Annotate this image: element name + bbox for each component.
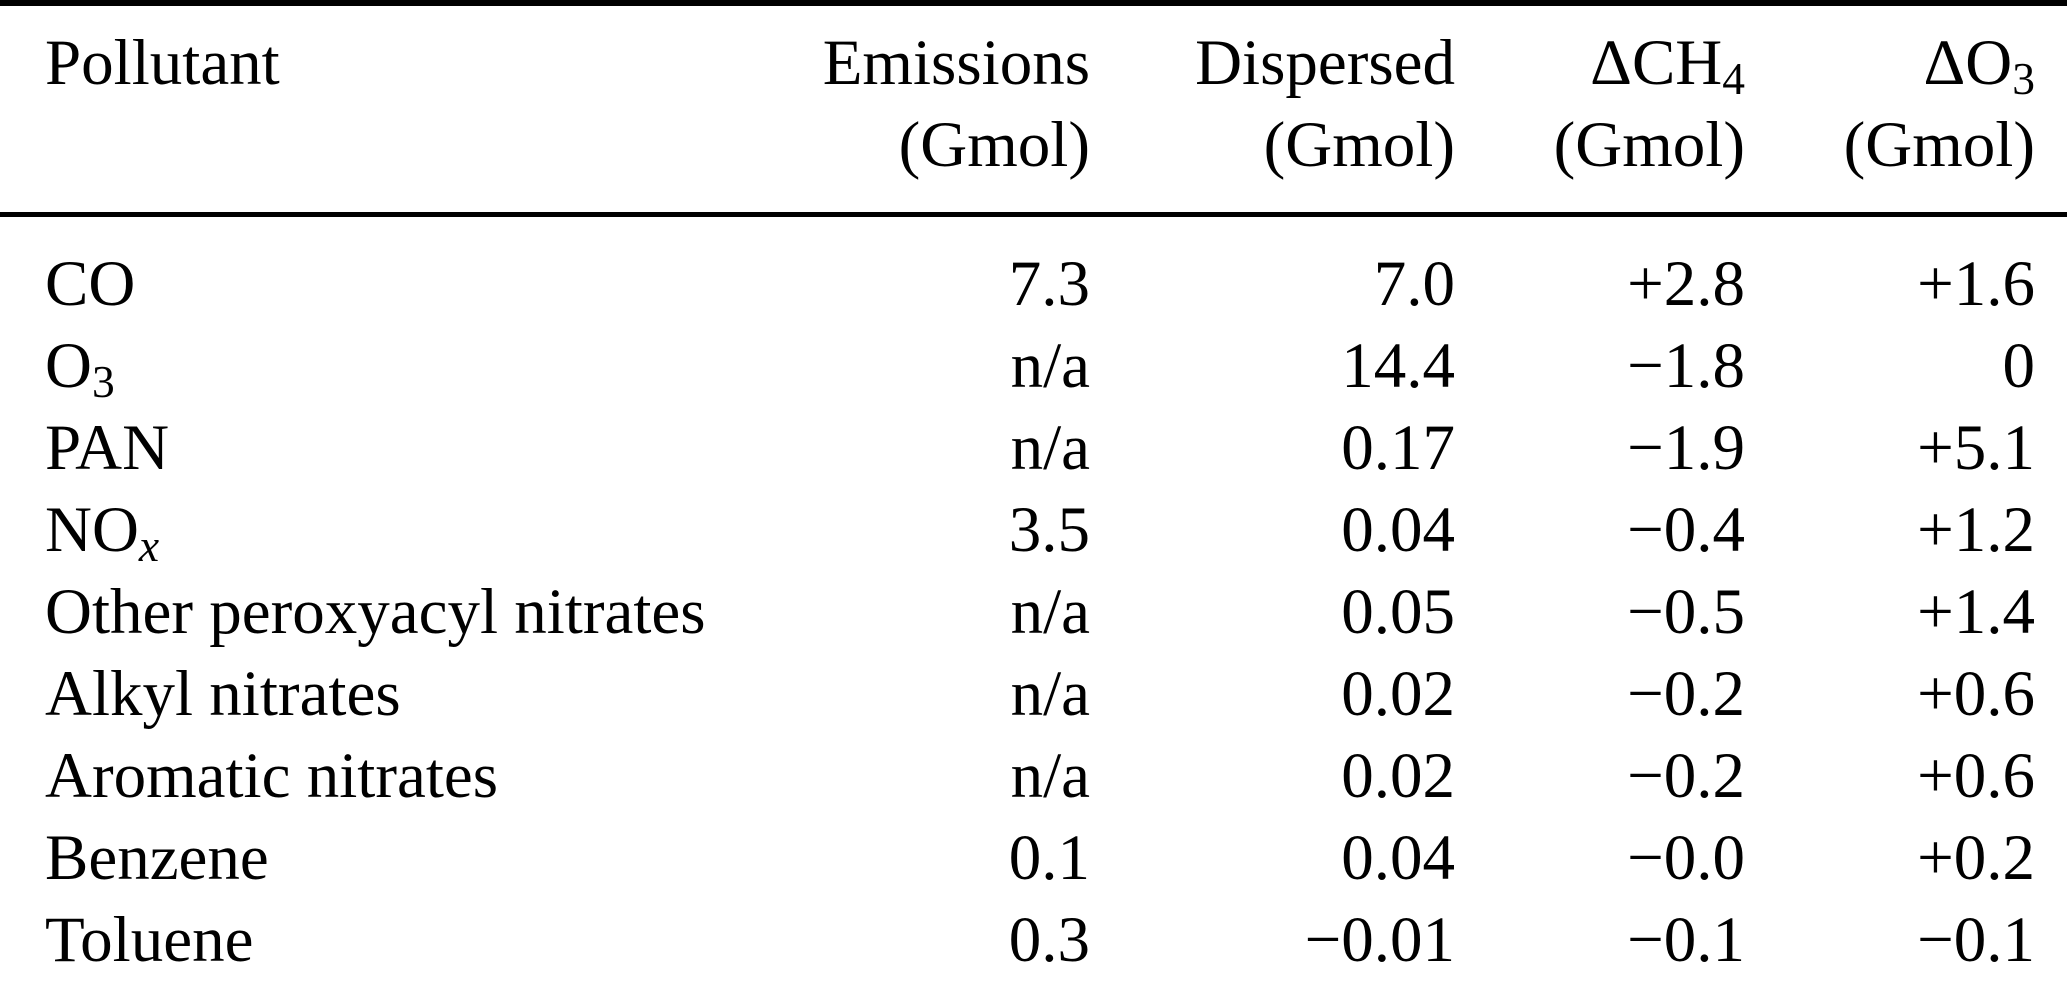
cell-delta-ch4: −0.4 <box>1627 494 1745 566</box>
table-row-co: CO 7.3 7.0 +2.8 +1.6 <box>0 215 2067 326</box>
pollutant-name: NOx <box>45 494 160 571</box>
subscript: 3 <box>2012 53 2035 104</box>
column-unit-dispersed: (Gmol) <box>1090 104 1455 217</box>
cell-delta-ch4: −1.9 <box>1627 412 1745 484</box>
cell-emissions: n/a <box>1010 330 1090 402</box>
column-header-delta-ch4: ΔCH4 <box>1590 27 1745 104</box>
cell-delta-ch4: −0.2 <box>1627 740 1745 812</box>
cell-delta-o3: +1.6 <box>1917 248 2035 320</box>
cell-delta-ch4: −0.5 <box>1627 576 1745 648</box>
header-unit-row: (Gmol) (Gmol) (Gmol) (Gmol) <box>0 104 2067 217</box>
table-row-other-peroxyacyl-nitrates: Other peroxyacyl nitrates n/a 0.05 −0.5 +1.4 <box>0 571 2067 653</box>
pollutant-name: Toluene <box>45 904 254 976</box>
cell-dispersed: 7.0 <box>1373 248 1455 320</box>
column-header-delta-o3: ΔO3 <box>1923 27 2036 104</box>
cell-emissions: n/a <box>1010 412 1090 484</box>
table-row-aromatic-nitrates: Aromatic nitrates n/a 0.02 −0.2 +0.6 <box>0 735 2067 817</box>
table-body: CO 7.3 7.0 +2.8 +1.6 O3 n/a 14.4 −1.8 0 PAN n/a 0.17… <box>0 215 2067 996</box>
cell-dispersed: 0.04 <box>1341 494 1455 566</box>
header-label-row: Pollutant Emissions Dispersed ΔCH4 ΔO3 <box>0 3 2067 104</box>
pollutant-name: PAN <box>45 412 170 484</box>
table-row-nox: NOx 3.5 0.04 −0.4 +1.2 <box>0 489 2067 571</box>
cell-delta-o3: −0.1 <box>1917 904 2035 976</box>
cell-dispersed: 0.04 <box>1341 822 1455 894</box>
pollutant-name: Alkyl nitrates <box>45 658 401 730</box>
cell-delta-ch4: −1.8 <box>1627 330 1745 402</box>
column-unit-emissions: (Gmol) <box>700 104 1090 217</box>
cell-emissions: 3.5 <box>1008 494 1090 566</box>
cell-delta-o3: +0.6 <box>1917 740 2035 812</box>
cell-emissions: 0.1 <box>1008 822 1090 894</box>
cell-delta-ch4: −0.0 <box>1627 822 1745 894</box>
cell-delta-ch4: −0.1 <box>1627 904 1745 976</box>
cell-dispersed: 0.05 <box>1341 576 1455 648</box>
column-unit-pollutant <box>0 104 700 217</box>
cell-delta-o3: +1.2 <box>1917 494 2035 566</box>
subscript: 4 <box>1722 53 1745 104</box>
subscript: x <box>138 520 160 571</box>
cell-dispersed: 0.17 <box>1341 412 1455 484</box>
cell-delta-o3: 0 <box>2002 330 2036 402</box>
table-row-pan: PAN n/a 0.17 −1.9 +5.1 <box>0 407 2067 489</box>
table-row-toluene: Toluene 0.3 −0.01 −0.1 −0.1 <box>0 899 2067 996</box>
table-row-alkyl-nitrates: Alkyl nitrates n/a 0.02 −0.2 +0.6 <box>0 653 2067 735</box>
cell-delta-ch4: −0.2 <box>1627 658 1745 730</box>
column-header-pollutant: Pollutant <box>45 27 280 99</box>
cell-dispersed: 14.4 <box>1341 330 1455 402</box>
pollutant-name: Other peroxyacyl nitrates <box>45 576 706 648</box>
column-header-dispersed: Dispersed <box>1195 27 1455 99</box>
column-header-emissions: Emissions <box>822 27 1090 99</box>
cell-emissions: 7.3 <box>1008 248 1090 320</box>
cell-emissions: n/a <box>1010 740 1090 812</box>
table-header: Pollutant Emissions Dispersed ΔCH4 ΔO3 (Gmol… <box>0 3 2067 217</box>
cell-dispersed: 0.02 <box>1341 658 1455 730</box>
pollutant-name: Aromatic nitrates <box>45 740 499 812</box>
cell-dispersed: 0.02 <box>1341 740 1455 812</box>
cell-delta-o3: +0.2 <box>1917 822 2035 894</box>
pollutant-name: Benzene <box>45 822 269 894</box>
cell-emissions: 0.3 <box>1008 904 1090 976</box>
cell-delta-o3: +5.1 <box>1917 412 2035 484</box>
cell-emissions: n/a <box>1010 576 1090 648</box>
cell-emissions: n/a <box>1010 658 1090 730</box>
cell-delta-o3: +1.4 <box>1917 576 2035 648</box>
table-row-benzene: Benzene 0.1 0.04 −0.0 +0.2 <box>0 817 2067 899</box>
column-unit-delta-o3: (Gmol) <box>1745 104 2067 217</box>
cell-delta-o3: +0.6 <box>1917 658 2035 730</box>
cell-delta-ch4: +2.8 <box>1627 248 1745 320</box>
subscript: 3 <box>91 356 115 407</box>
cell-dispersed: −0.01 <box>1304 904 1455 976</box>
pollutant-name: O3 <box>45 330 115 407</box>
table-row-o3: O3 n/a 14.4 −1.8 0 <box>0 325 2067 407</box>
column-unit-delta-ch4: (Gmol) <box>1455 104 1745 217</box>
pollutant-name: CO <box>45 248 136 320</box>
